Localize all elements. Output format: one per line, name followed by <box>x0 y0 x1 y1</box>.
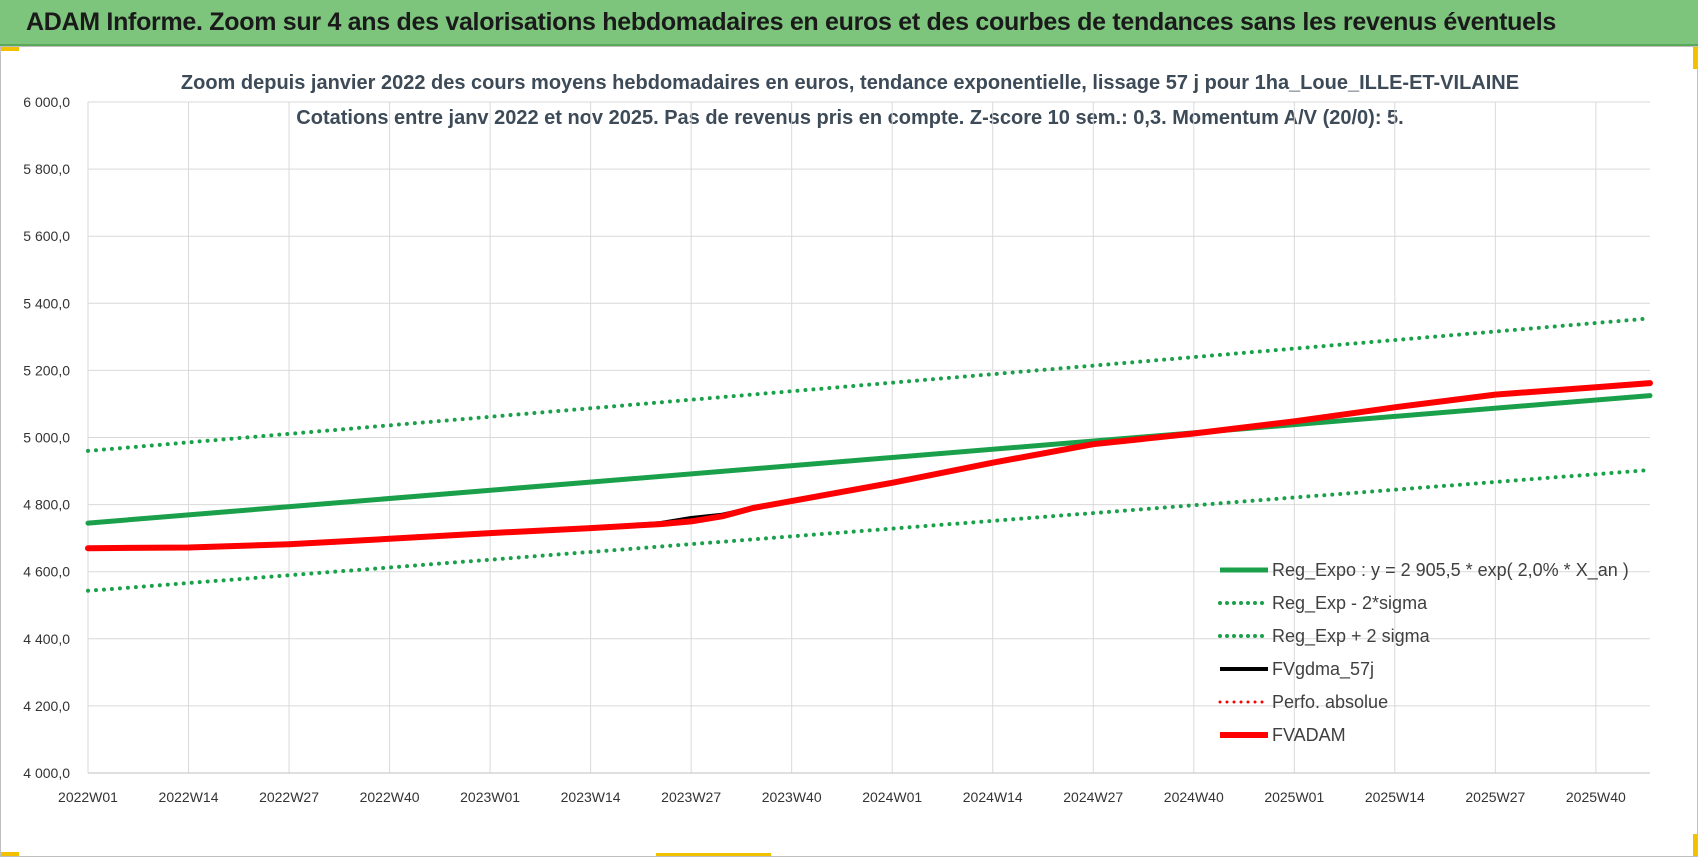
series-line-reg-expo <box>85 393 1653 526</box>
x-tick-label: 2023W14 <box>561 789 621 805</box>
y-tick-label: 4 400,0 <box>23 631 70 647</box>
x-axis: 2022W01 2022W14 2022W27 2022W40 2023W01 2023W… <box>58 772 1650 805</box>
chart-subtitle: Cotations entre janv 2022 et nov 2025. P… <box>296 107 1403 129</box>
y-tick-label: 5 800,0 <box>23 161 70 177</box>
x-tick-label: 2024W14 <box>963 789 1023 805</box>
series-line-reg-exp <box>86 468 1652 593</box>
y-tick-label: 4 000,0 <box>23 765 70 781</box>
y-tick-label: 6 000,0 <box>23 94 70 110</box>
legend-label: FVgdma_57j <box>1272 659 1374 680</box>
x-tick-label: 2023W40 <box>762 789 822 805</box>
y-tick-label: 5 000,0 <box>23 430 70 446</box>
y-tick-label: 4 600,0 <box>23 564 70 580</box>
y-tick-label: 5 200,0 <box>23 362 70 378</box>
frame-corner-mark <box>1693 47 1697 69</box>
x-tick-label: 2025W14 <box>1365 789 1425 805</box>
frame-corner-mark <box>1 47 19 51</box>
report-title: ADAM Informe. Zoom sur 4 ans des valoris… <box>26 8 1556 36</box>
series-lines <box>85 316 1653 593</box>
series-line-reg-exp <box>86 316 1652 453</box>
frame-corner-mark <box>1693 834 1697 856</box>
series-line-fvgdma-57j <box>86 381 1652 551</box>
frame-edge-mark <box>656 853 771 856</box>
x-tick-label: 2023W01 <box>460 789 520 805</box>
y-tick-label: 5 400,0 <box>23 295 70 311</box>
x-tick-label: 2022W40 <box>360 789 420 805</box>
x-tick-label: 2025W01 <box>1264 789 1324 805</box>
x-tick-label: 2025W27 <box>1465 789 1525 805</box>
x-tick-label: 2022W14 <box>159 789 219 805</box>
x-tick-label: 2025W40 <box>1566 789 1626 805</box>
frame-corner-mark <box>1 852 19 856</box>
gridlines <box>87 101 1650 774</box>
legend-label: Perfo. absolue <box>1272 692 1388 712</box>
y-tick-label: 4 200,0 <box>23 698 70 714</box>
x-tick-label: 2024W27 <box>1063 789 1123 805</box>
legend-label: Reg_Exp - 2*sigma <box>1272 593 1428 614</box>
series-line-fvadam <box>85 380 1653 552</box>
x-tick-label: 2022W27 <box>259 789 319 805</box>
legend: Reg_Expo : y = 2 905,5 * exp( 2,0% * X_a… <box>1218 560 1629 745</box>
report-banner: ADAM Informe. Zoom sur 4 ans des valoris… <box>0 0 1698 46</box>
legend-label: Reg_Expo : y = 2 905,5 * exp( 2,0% * X_a… <box>1272 560 1629 581</box>
y-tick-label: 5 600,0 <box>23 228 70 244</box>
x-tick-label: 2024W40 <box>1164 789 1224 805</box>
x-tick-label: 2022W01 <box>58 789 118 805</box>
y-axis: 6 000,0 5 800,0 5 600,0 5 400,0 5 200,0 5 000… <box>23 94 70 781</box>
chart-title: Zoom depuis janvier 2022 des cours moyen… <box>181 72 1519 94</box>
legend-label: FVADAM <box>1272 725 1346 745</box>
y-tick-label: 4 800,0 <box>23 497 70 513</box>
x-tick-label: 2024W01 <box>862 789 922 805</box>
x-tick-label: 2023W27 <box>661 789 721 805</box>
legend-label: Reg_Exp + 2 sigma <box>1272 626 1431 647</box>
